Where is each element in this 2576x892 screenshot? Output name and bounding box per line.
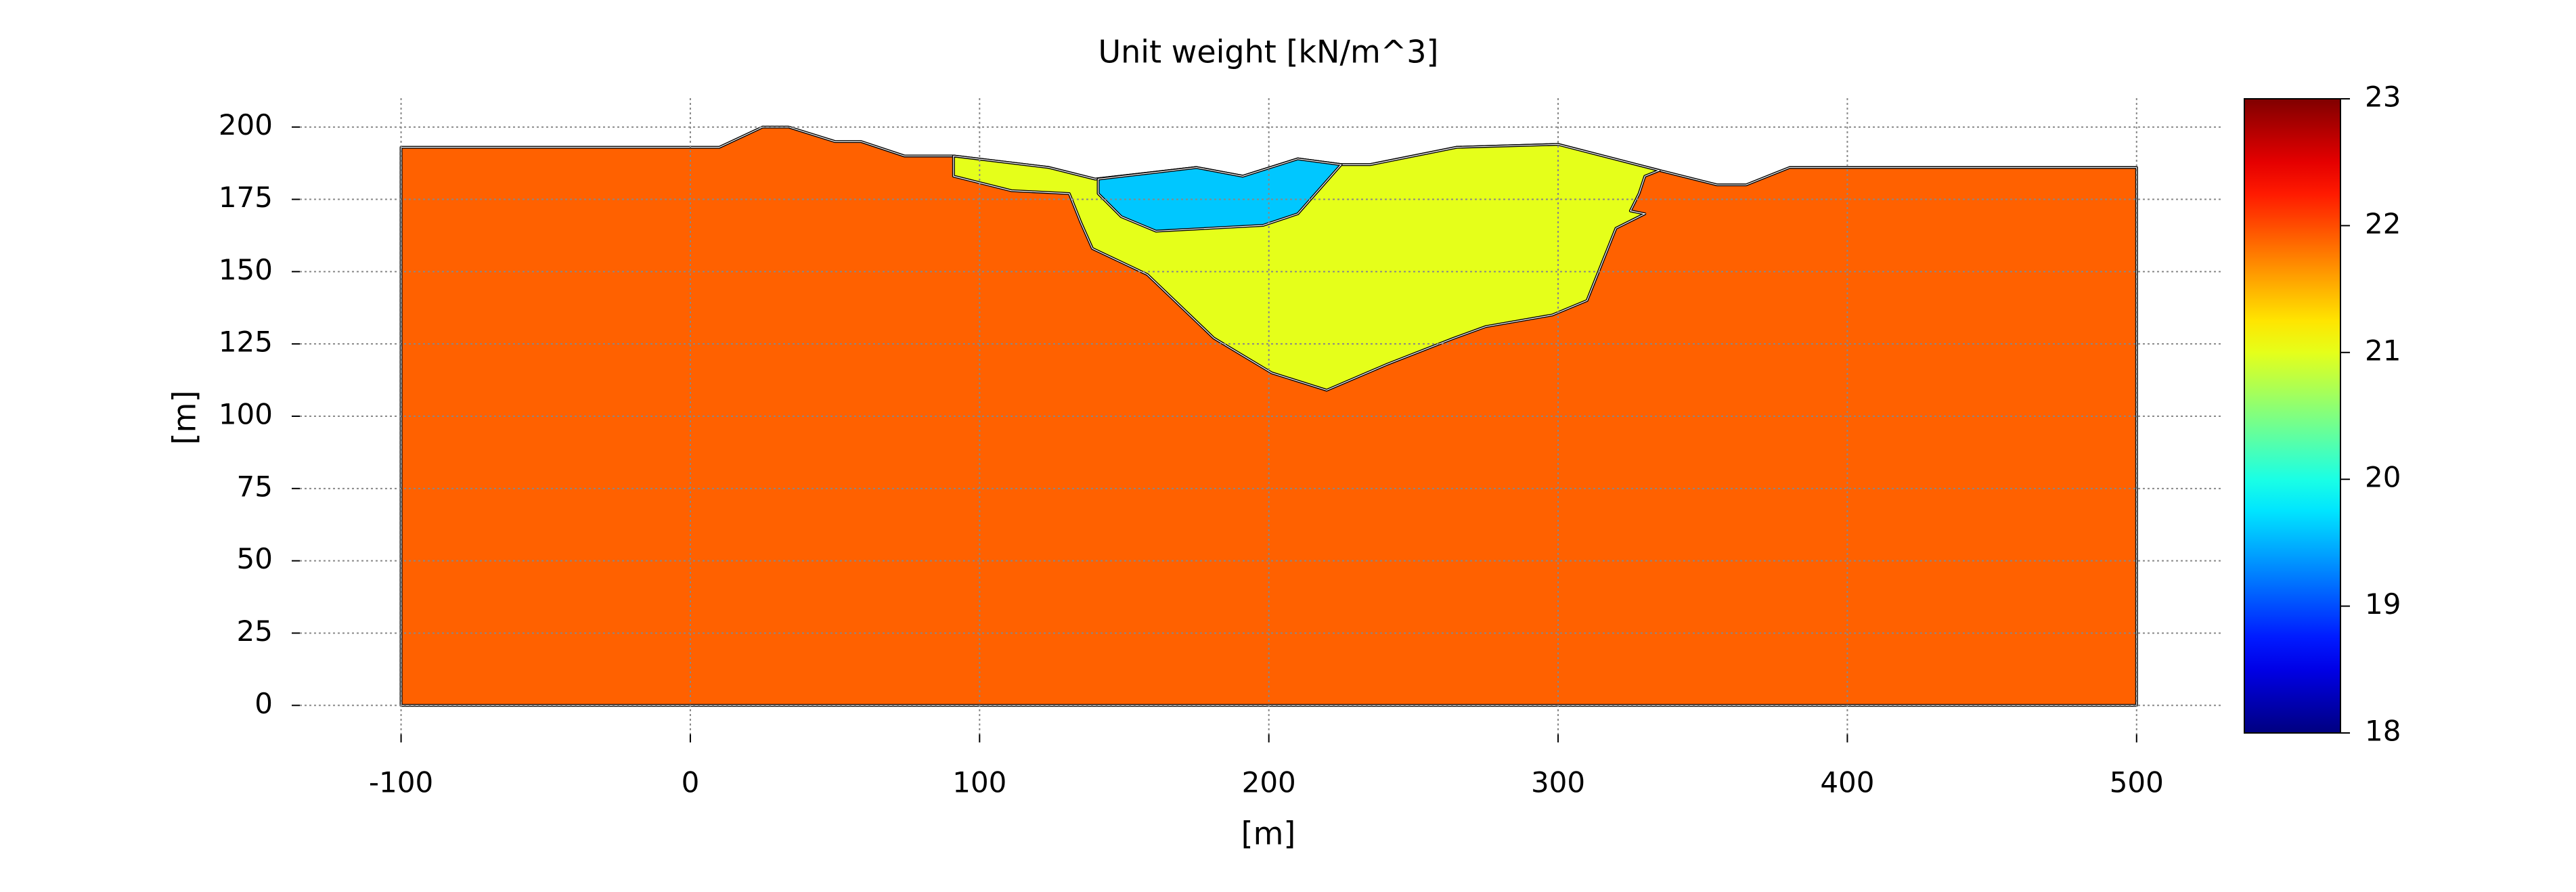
y-tick-label: 100 <box>219 398 273 431</box>
x-tick-label: 300 <box>1531 766 1585 799</box>
x-tick-label: 200 <box>1242 766 1296 799</box>
x-tick-label: 0 <box>682 766 700 799</box>
y-tick-label: 150 <box>219 253 273 286</box>
region-outline <box>1097 158 1342 232</box>
colorbar <box>2244 98 2341 734</box>
colorbar-tick-label: 23 <box>2365 81 2401 114</box>
y-tick-label: 175 <box>219 181 273 214</box>
colorbar-tick-label: 21 <box>2365 334 2401 367</box>
y-tick-label: 200 <box>219 108 273 141</box>
chart-title: Unit weight [kN/m^3] <box>1098 34 1438 70</box>
x-tick-label: 500 <box>2110 766 2164 799</box>
y-tick-label: 0 <box>254 687 273 720</box>
y-tick-label: 50 <box>237 542 273 575</box>
x-axis-label: [m] <box>1241 816 1296 852</box>
y-tick-label: 125 <box>219 326 273 359</box>
y-tick-label: 25 <box>237 615 273 648</box>
colorbar-tick-label: 18 <box>2365 715 2401 748</box>
colorbar-tick-label: 20 <box>2365 461 2401 494</box>
y-tick-label: 75 <box>237 470 273 503</box>
colorbar-tick-label: 22 <box>2365 207 2401 240</box>
colorbar-tick-label: 19 <box>2365 587 2401 621</box>
y-axis-label: [m] <box>166 391 203 445</box>
x-tick-label: 400 <box>1820 766 1874 799</box>
x-tick-label: 100 <box>952 766 1006 799</box>
x-tick-label: -100 <box>369 766 433 799</box>
